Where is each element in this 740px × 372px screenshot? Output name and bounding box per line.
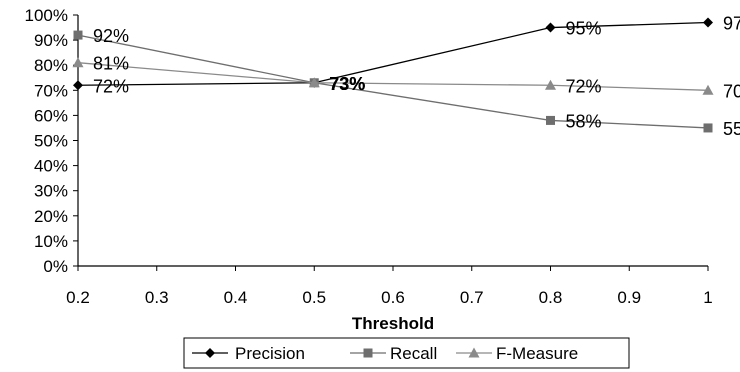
y-tick-label: 10% (34, 232, 68, 251)
x-tick-label: 0.4 (224, 288, 248, 307)
data-label-f-measure: 72% (566, 76, 602, 96)
legend-marker-precision (205, 348, 215, 358)
series-marker-recall (73, 30, 83, 40)
y-tick-label: 0% (43, 257, 68, 276)
legend-marker-f-measure (468, 347, 480, 358)
data-label-recall: 92% (93, 26, 129, 46)
legend-label-recall: Recall (390, 344, 437, 363)
data-label-recall: 58% (566, 111, 602, 131)
series-line-precision (77, 21, 709, 86)
data-labels: 72%73%95%97%92%73%58%55%81%73%72%70% (93, 14, 740, 139)
series-marker-precision (703, 17, 713, 28)
series-marker-recall (703, 123, 713, 133)
series-line-f-measure (77, 62, 709, 91)
series-marker-precision (545, 22, 556, 33)
x-tick-label: 0.3 (145, 288, 169, 307)
series-line-recall (77, 34, 709, 129)
data-label-precision: 95% (566, 19, 602, 39)
axes: 0% 10% 20% 30% 40% 50% 60% 70% 80% 90% 100% 0.2 0.3 0… (25, 6, 713, 307)
x-tick-label: 1 (703, 288, 712, 307)
series-marker-f-measure (702, 84, 714, 95)
data-label-f-measure: 81% (93, 54, 129, 74)
y-tick-label: 90% (34, 31, 68, 50)
data-label-recall: 73% (329, 74, 365, 94)
data-label-f-measure: 73% (329, 74, 365, 94)
legend-marker-recall (363, 348, 373, 358)
x-tick-label: 0.5 (302, 288, 326, 307)
x-tick-label: 0.9 (617, 288, 641, 307)
series-marker-precision (73, 80, 83, 91)
x-tick-label: 0.6 (381, 288, 405, 307)
series-layer (72, 17, 714, 133)
x-tick-label: 0.8 (539, 288, 563, 307)
y-tick-label: 70% (34, 81, 68, 100)
data-label-precision: 97% (723, 14, 740, 34)
y-tick-label: 40% (34, 157, 68, 176)
x-axis-title: Threshold (352, 314, 434, 333)
y-tick-label: 80% (34, 56, 68, 75)
x-tick-label: 0.2 (66, 288, 90, 307)
data-label-recall: 55% (723, 119, 740, 139)
legend-label-f-measure: F-Measure (496, 344, 578, 363)
legend: Precision Recall F-Measure (183, 337, 630, 369)
legend-label-precision: Precision (235, 344, 305, 363)
data-label-f-measure: 70% (723, 81, 740, 101)
series-marker-f-measure (308, 77, 320, 88)
y-tick-label: 30% (34, 182, 68, 201)
x-tick-label: 0.7 (460, 288, 484, 307)
series-marker-f-measure (72, 57, 84, 68)
series-marker-f-measure (545, 79, 556, 90)
y-tick-label: 60% (34, 106, 68, 125)
y-tick-label: 20% (34, 207, 68, 226)
series-marker-recall (546, 115, 555, 125)
y-tick-label: 100% (25, 6, 68, 25)
y-tick-label: 50% (34, 132, 68, 151)
data-label-precision: 72% (93, 76, 129, 96)
data-label-precision: 73% (329, 74, 365, 94)
legend-box (183, 337, 630, 369)
